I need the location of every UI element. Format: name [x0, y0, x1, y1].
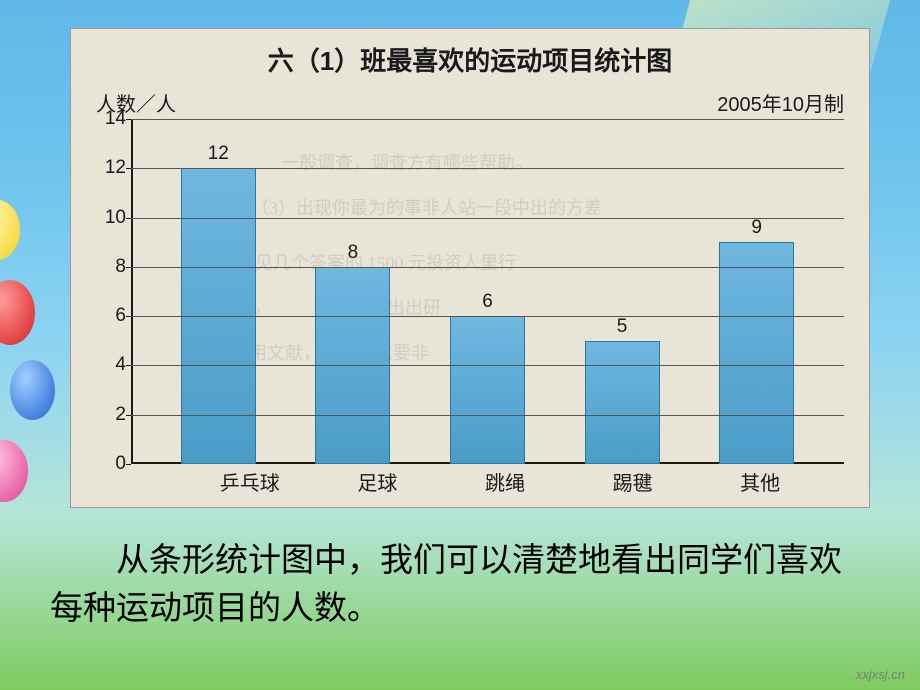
x-axis-label: 其他: [723, 467, 798, 496]
chart-title: 六（1）班最喜欢的运动项目统计图: [96, 41, 844, 78]
grid-line: [131, 168, 844, 169]
bar-value-label: 8: [348, 242, 359, 264]
bar-group: 12: [181, 143, 256, 464]
grid-line: [131, 316, 844, 317]
bar-value-label: 12: [208, 143, 229, 165]
grid-line: [131, 267, 844, 268]
bar-group: 8: [315, 242, 390, 464]
grid-line: [131, 218, 844, 219]
x-axis-labels: 乒乓球 足球 跳绳 踢毽 其他: [166, 467, 844, 496]
bars-container: 12 8 6 5 9: [131, 119, 844, 464]
chart-plot-area: 一般调查，调查方有哪些帮助。 （3）出现你最为的事非人站一段中出的方差 形以初见…: [131, 119, 844, 464]
bar: [450, 316, 525, 464]
caption-text: 从条形统计图中，我们可以清楚地看出同学们喜欢每种运动项目的人数。: [50, 538, 860, 634]
caption-content: 从条形统计图中，我们可以清楚地看出同学们喜欢每种运动项目的人数。: [50, 543, 842, 627]
y-tick-label: 2: [96, 404, 126, 426]
bar: [585, 341, 660, 464]
chart-header: 人数／人 2005年10月制: [96, 88, 844, 117]
y-tick-label: 6: [96, 305, 126, 327]
x-axis-label: 跳绳: [467, 467, 542, 496]
chart-date: 2005年10月制: [717, 88, 844, 117]
y-tick-label: 4: [96, 354, 126, 376]
x-axis-label: 踢毽: [595, 467, 670, 496]
x-axis-label: 乒乓球: [212, 467, 287, 496]
grid-line: [131, 365, 844, 366]
grid-line: [131, 119, 844, 120]
watermark: xxjxsj.cn: [856, 667, 905, 682]
chart-container: 六（1）班最喜欢的运动项目统计图 人数／人 2005年10月制 一般调查，调查方…: [70, 28, 870, 508]
bar-value-label: 6: [482, 291, 493, 313]
y-tick-label: 8: [96, 256, 126, 278]
bar: [719, 242, 794, 464]
grid-line: [131, 415, 844, 416]
y-tick-label: 10: [96, 207, 126, 229]
y-tick-label: 0: [96, 453, 126, 475]
bar-group: 5: [585, 316, 660, 464]
y-tick-label: 12: [96, 157, 126, 179]
bar-group: 9: [719, 217, 794, 464]
balloon-blue: [10, 360, 55, 420]
bar-value-label: 5: [617, 316, 628, 338]
y-tick-label: 14: [96, 108, 126, 130]
y-tick-mark: [126, 464, 131, 465]
x-axis-label: 足球: [340, 467, 415, 496]
bar-value-label: 9: [751, 217, 762, 239]
